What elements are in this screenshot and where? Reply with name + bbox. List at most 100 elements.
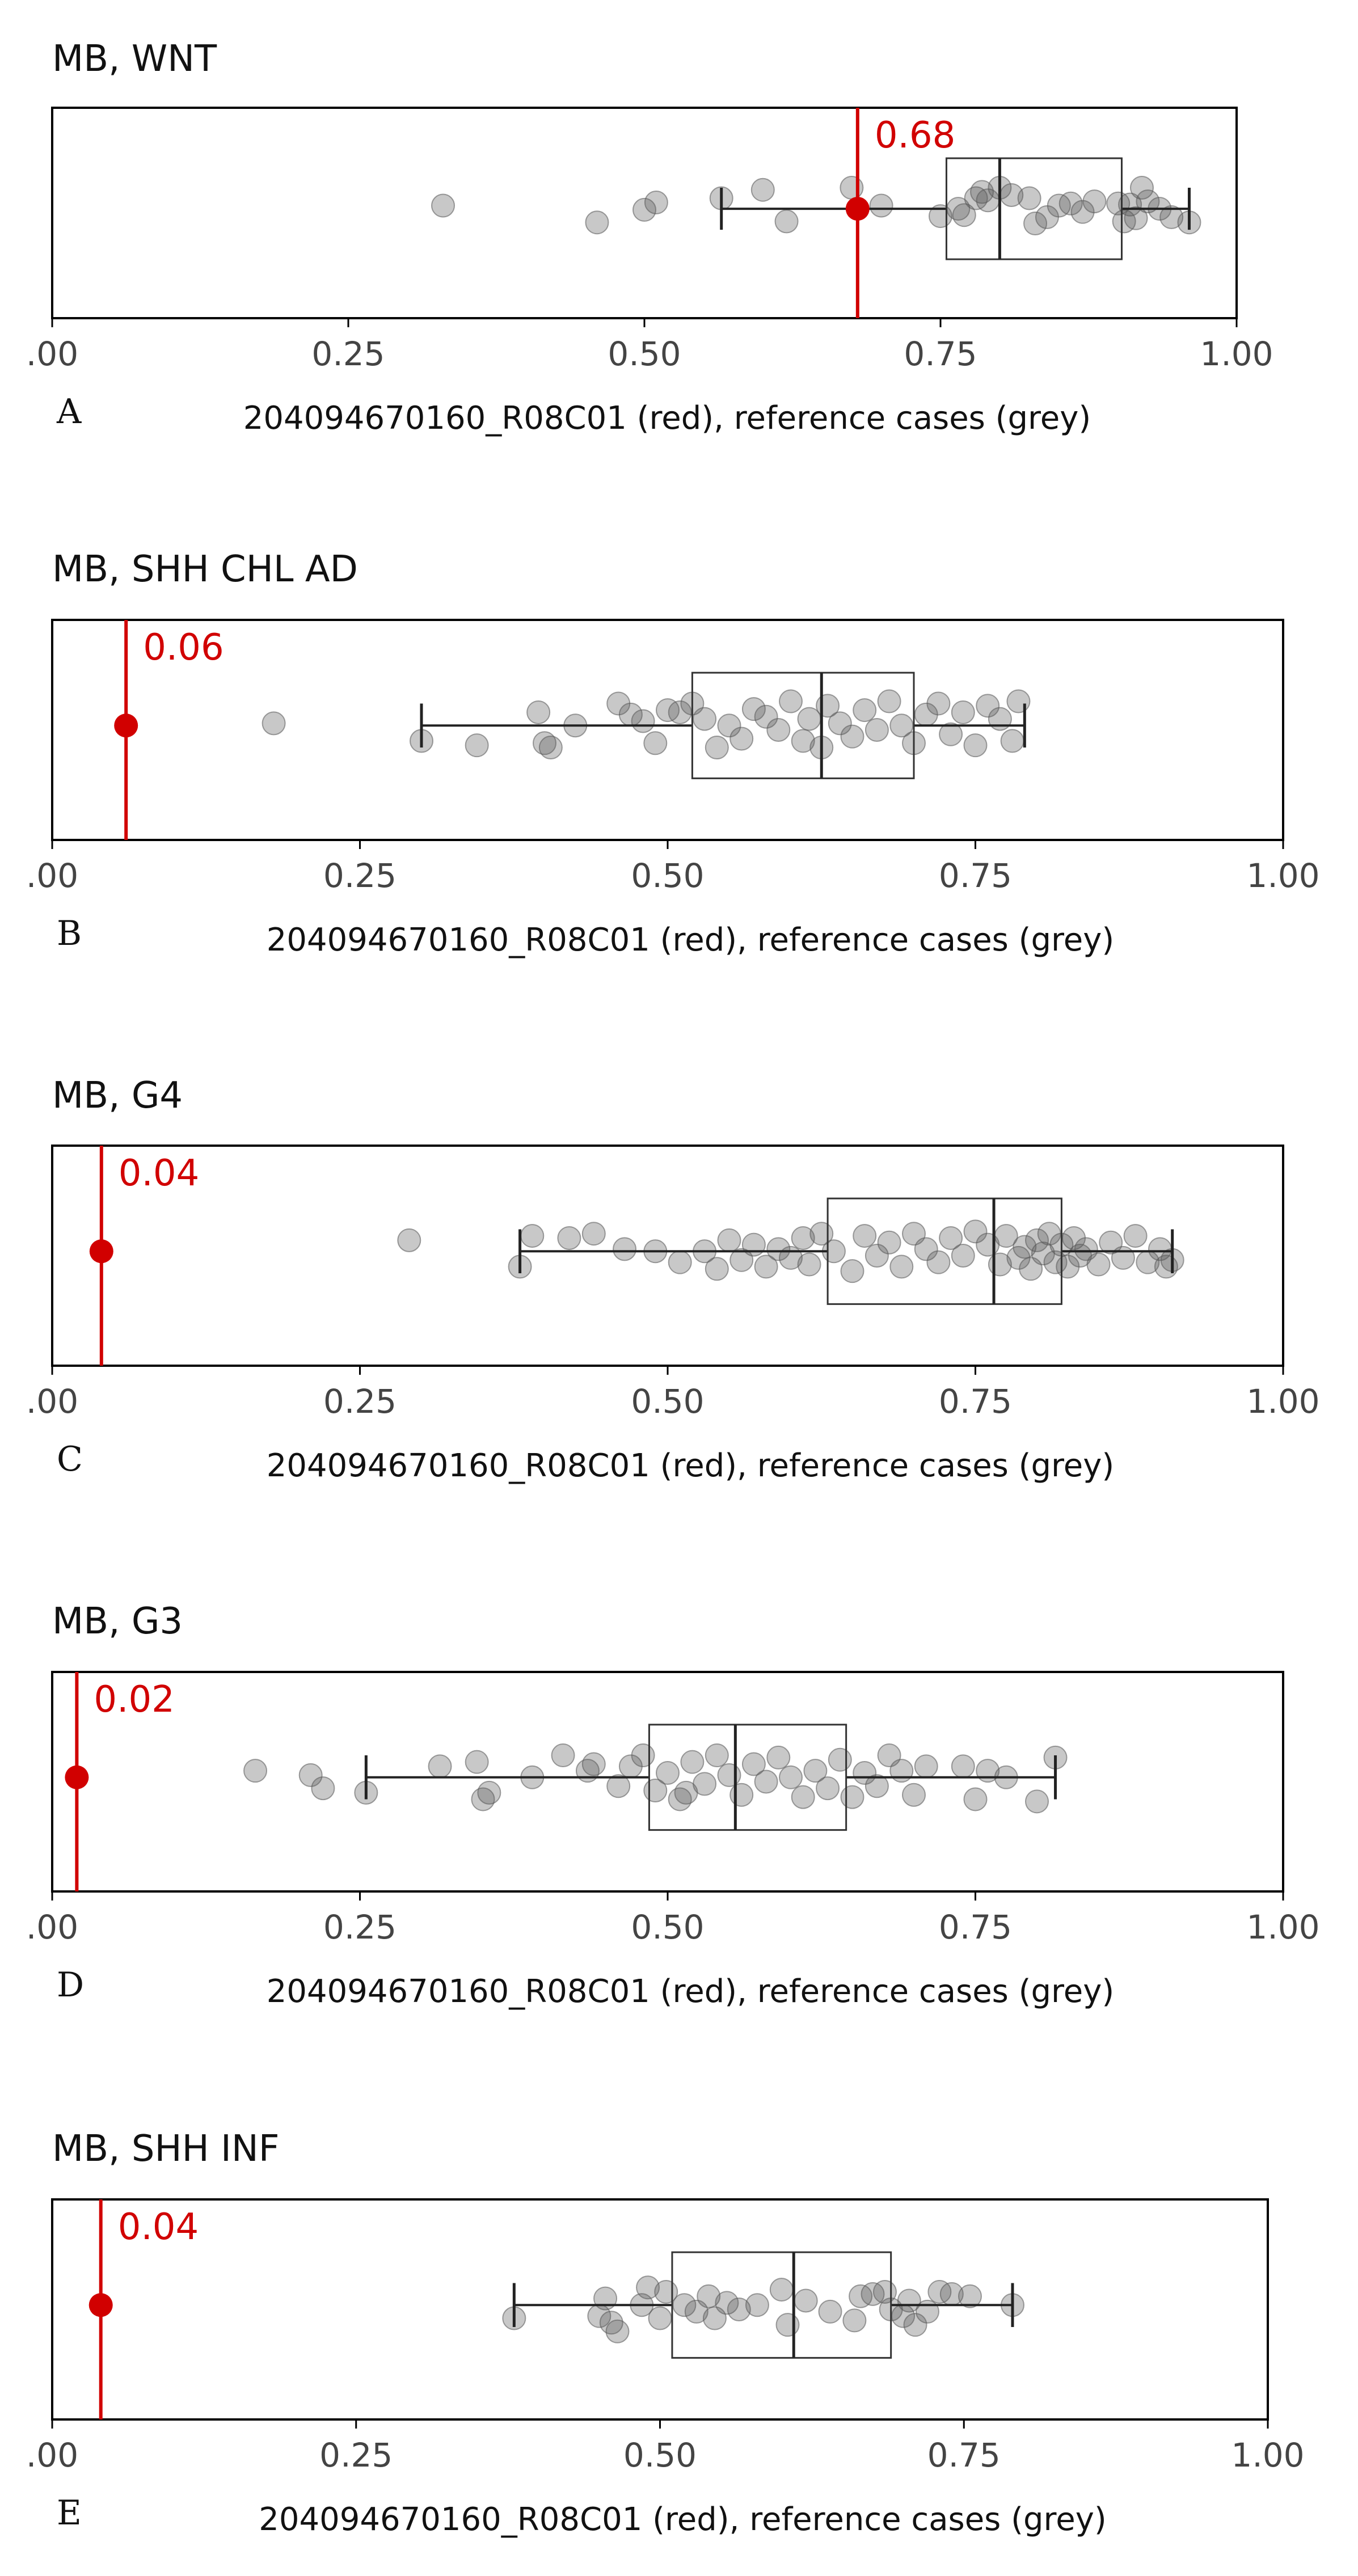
- panel-letter: D: [57, 1965, 84, 2005]
- reference-point: [1123, 1224, 1148, 1248]
- x-tick-label: 1.00: [1246, 1382, 1319, 1421]
- reference-point: [705, 1257, 729, 1281]
- reference-point: [1136, 189, 1160, 214]
- iqr-box: [945, 157, 1123, 260]
- reference-point: [754, 1255, 778, 1279]
- x-tick-label: 0.50: [623, 2436, 697, 2474]
- reference-point: [926, 691, 951, 716]
- x-axis-label: 204094670160_R08C01 (red), reference cas…: [259, 2501, 1107, 2538]
- reference-point: [877, 1230, 901, 1255]
- reference-point: [741, 1752, 766, 1776]
- iqr-box: [691, 672, 915, 779]
- x-tick-label: .00: [26, 1908, 78, 1946]
- reference-point: [631, 709, 655, 733]
- x-axis-label: 204094670160_R08C01 (red), reference cas…: [267, 922, 1115, 958]
- reference-point: [1047, 193, 1071, 218]
- reference-point: [705, 736, 729, 760]
- x-tick-label: 0.50: [631, 1382, 704, 1421]
- reference-point: [648, 2306, 672, 2330]
- sample-value-label: 0.02: [94, 1679, 175, 1721]
- panel-letter: C: [57, 1439, 83, 1479]
- panel-letter: A: [56, 392, 82, 432]
- x-tick-label: 0.25: [323, 1382, 397, 1421]
- reference-point: [791, 1226, 815, 1250]
- reference-point: [766, 718, 791, 742]
- reference-point: [794, 2288, 818, 2313]
- reference-point: [803, 1759, 828, 1783]
- reference-point: [963, 1219, 988, 1244]
- x-tick-label: 0.75: [927, 2436, 1001, 2474]
- reference-point: [551, 1743, 575, 1768]
- reference-point: [840, 175, 864, 200]
- reference-point: [779, 1765, 803, 1789]
- reference-point: [939, 1226, 963, 1250]
- panel-letter: E: [57, 2493, 82, 2533]
- reference-point: [951, 700, 975, 724]
- reference-point: [632, 197, 656, 222]
- reference-point: [853, 698, 877, 723]
- iqr-box: [826, 1197, 1062, 1305]
- reference-point: [526, 700, 551, 724]
- reference-point: [1025, 1228, 1049, 1252]
- reference-point: [741, 1232, 766, 1257]
- reference-point: [927, 2279, 952, 2304]
- reference-point: [1013, 1235, 1037, 1259]
- reference-point: [643, 731, 668, 755]
- reference-point: [970, 180, 994, 204]
- reference-point: [864, 718, 889, 742]
- sample-point: [845, 197, 870, 221]
- reference-point: [779, 689, 803, 713]
- x-tick-label: 1.00: [1231, 2436, 1304, 2474]
- x-tick-label: 0.50: [608, 335, 681, 373]
- chart-panel-d: MB, G3 .00 0.25 0.50 0.75 1.00 0.02 D 2040946701…: [26, 1601, 1320, 2010]
- reference-point: [613, 1237, 637, 1261]
- reference-point: [593, 2286, 618, 2311]
- reference-point: [717, 1763, 741, 1787]
- reference-point: [668, 700, 692, 724]
- reference-point: [729, 727, 754, 751]
- reference-point: [262, 711, 286, 736]
- reference-point: [465, 1750, 489, 1774]
- reference-point: [656, 698, 680, 723]
- reference-point: [840, 1785, 864, 1809]
- x-tick-label: 1.00: [1246, 1908, 1319, 1946]
- reference-point: [754, 1770, 778, 1794]
- reference-point: [818, 2299, 842, 2324]
- reference-point: [951, 1244, 975, 1268]
- reference-point: [1017, 186, 1041, 210]
- reference-point: [477, 1780, 501, 1805]
- reference-point: [1118, 192, 1142, 217]
- x-tick-label: 0.50: [631, 1908, 704, 1946]
- reference-point: [243, 1759, 268, 1783]
- reference-point: [797, 1252, 821, 1277]
- reference-point: [717, 1228, 741, 1252]
- chart-panel-b: MB, SHH CHL AD .00 0.25 0.50 0.75 1.00 0.06 B 20…: [26, 548, 1320, 958]
- x-tick-label: 1.00: [1246, 856, 1319, 895]
- reference-point: [889, 713, 914, 738]
- sample-point: [89, 1239, 113, 1264]
- reference-point: [1082, 189, 1107, 214]
- reference-point: [963, 1787, 988, 1811]
- panel-title: MB, G3: [52, 1601, 183, 1642]
- reference-point: [636, 2275, 660, 2300]
- panel-title: MB, WNT: [52, 38, 217, 80]
- x-tick-label: 0.75: [939, 1382, 1012, 1421]
- reference-point: [914, 1754, 938, 1779]
- reference-point: [914, 1237, 938, 1261]
- sample-value-label: 0.06: [143, 627, 224, 669]
- reference-point: [1025, 1789, 1049, 1814]
- reference-point: [428, 1754, 452, 1779]
- panel-title: MB, G4: [52, 1075, 183, 1117]
- reference-point: [741, 697, 766, 721]
- reference-point: [1006, 689, 1031, 713]
- reference-point: [754, 704, 778, 729]
- reference-point: [717, 713, 741, 738]
- reference-point: [693, 707, 717, 731]
- reference-point: [298, 1763, 323, 1787]
- reference-point: [861, 2282, 885, 2306]
- reference-point: [897, 2288, 921, 2313]
- reference-point: [963, 733, 988, 758]
- panel-letter: B: [57, 914, 82, 953]
- sample-point: [114, 713, 138, 738]
- reference-point: [1129, 175, 1154, 200]
